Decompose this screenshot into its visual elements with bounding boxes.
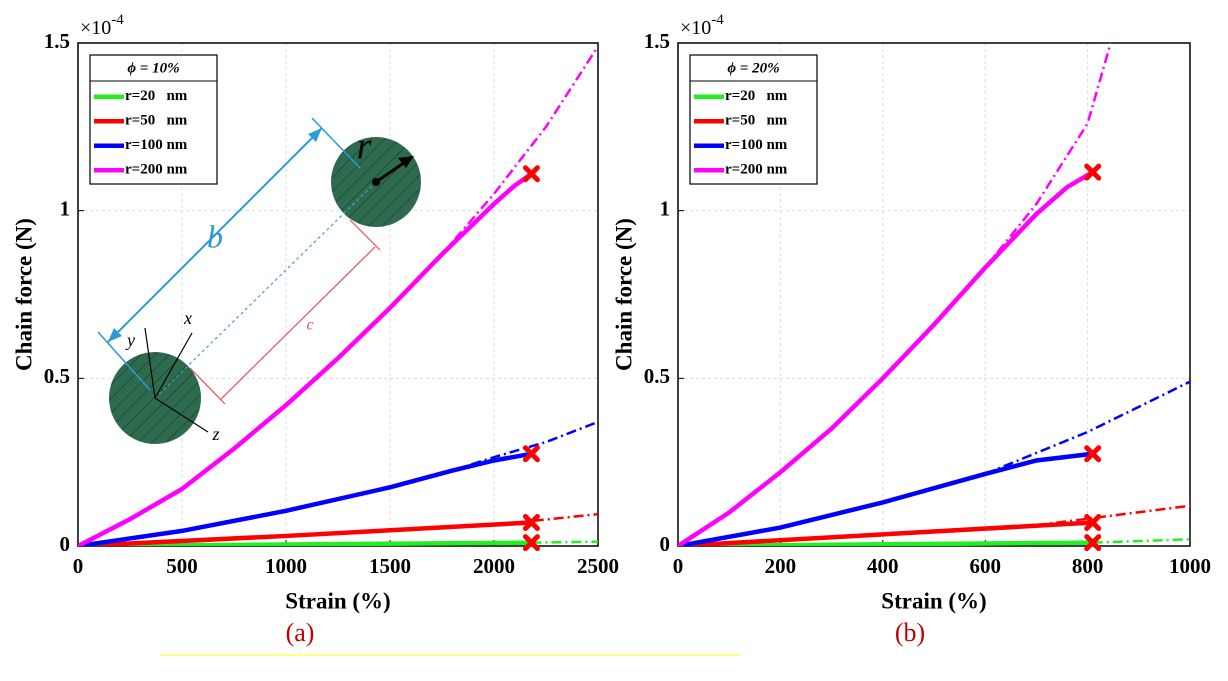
x-tick-label: 500 xyxy=(166,554,198,578)
series-extension xyxy=(493,512,598,527)
y-scale-exponent: -4 xyxy=(711,12,724,28)
series-line xyxy=(78,540,532,546)
caption: (b) xyxy=(895,618,925,647)
y-scale-base: ×10 xyxy=(680,17,711,39)
failure-marker xyxy=(1084,445,1102,463)
y-tick-label: 1.5 xyxy=(644,29,670,53)
series-line xyxy=(78,451,532,546)
failure-marker xyxy=(1084,163,1102,181)
series-extension xyxy=(1036,504,1190,527)
series-extension xyxy=(1092,538,1190,544)
x-tick-label: 2000 xyxy=(473,554,515,578)
axis-y xyxy=(144,327,156,399)
inset-label: x xyxy=(183,308,192,328)
arrow-head xyxy=(108,328,122,342)
series-line xyxy=(678,451,1093,546)
c-bracket xyxy=(189,367,226,405)
y-scale-base: ×10 xyxy=(80,17,111,39)
b-arrow xyxy=(107,127,323,343)
x-axis-title: Strain (%) xyxy=(285,588,390,613)
legend-label: r=20 nm xyxy=(725,88,788,104)
x-axis-title: Strain (%) xyxy=(881,588,986,613)
legend-box xyxy=(689,54,818,185)
series-line xyxy=(78,171,533,546)
center-dot xyxy=(372,178,380,186)
series-line xyxy=(678,520,1093,546)
b-tick xyxy=(97,331,151,391)
x-tick-label: 800 xyxy=(1072,554,1104,578)
series-extension xyxy=(441,45,598,256)
y-axis-title: Chain force (N) xyxy=(611,218,636,371)
x-tick-label: 200 xyxy=(765,554,797,578)
x-tick-label: 1000 xyxy=(1169,554,1211,578)
failure-marker xyxy=(1084,534,1102,552)
axis-x xyxy=(154,332,193,399)
y-tick-label: 1 xyxy=(60,196,71,220)
x-tick-label: 0 xyxy=(73,554,84,578)
inset-diagram: b c r x y z xyxy=(97,117,421,444)
y-tick-label: 0.5 xyxy=(644,364,670,388)
c-bracket xyxy=(349,219,381,251)
y-scale-label: ×10-4 xyxy=(80,12,124,38)
y-tick-label: 0 xyxy=(660,532,671,556)
failure-marker xyxy=(522,445,540,463)
legend-label: r=100 nm xyxy=(725,137,788,153)
plot-area xyxy=(78,45,598,546)
panel: 0 500 1000 1500 2000 2500 0 0.5 1 1.5 Strain (%) Ch… xyxy=(11,12,619,613)
inset-label: r xyxy=(357,126,372,168)
y-axis-title: Chain force (N) xyxy=(11,218,36,371)
inset-label: z xyxy=(211,424,219,444)
legend-label: r=200 nm xyxy=(725,162,788,178)
x-tick-label: 600 xyxy=(969,554,1001,578)
x-tick-label: 1000 xyxy=(265,554,307,578)
x-tick-label: 1500 xyxy=(369,554,411,578)
arrow-head xyxy=(308,128,322,142)
failure-marker xyxy=(522,165,540,183)
legend-label: r=20 nm xyxy=(125,88,188,104)
legend-label: r=50 nm xyxy=(725,113,788,129)
series-extension xyxy=(984,380,1190,476)
series-extension xyxy=(984,43,1112,269)
inset-label: y xyxy=(125,330,135,350)
y-tick-label: 1 xyxy=(660,196,671,220)
failure-marker xyxy=(522,534,540,552)
caption: (a) xyxy=(286,618,315,647)
y-tick-label: 1.5 xyxy=(44,29,70,53)
y-tick-label: 0 xyxy=(60,532,71,556)
b-tick xyxy=(311,117,361,169)
series-extension xyxy=(531,540,598,544)
plot-area xyxy=(678,43,1190,546)
inset-label: c xyxy=(306,317,313,334)
center-line xyxy=(154,181,377,399)
panel: 0 200 400 600 800 1000 0 0.5 1 1.5 Strain (%) Chain… xyxy=(611,12,1211,613)
series-line xyxy=(78,520,532,546)
legend-label: r=100 nm xyxy=(125,137,188,153)
x-tick-label: 0 xyxy=(673,554,684,578)
y-scale-label: ×10-4 xyxy=(680,12,724,38)
failure-marker xyxy=(1084,514,1102,532)
x-tick-label: 2500 xyxy=(577,554,619,578)
inset-label: b xyxy=(207,218,223,254)
legend-label: r=200 nm xyxy=(125,162,188,178)
legend-title: ϕ = 20% xyxy=(727,60,779,76)
arrow-head xyxy=(398,156,414,168)
failure-marker xyxy=(522,514,540,532)
y-tick-label: 0.5 xyxy=(44,364,70,388)
series-line xyxy=(678,170,1094,546)
legend-label: r=50 nm xyxy=(125,113,188,129)
series-line xyxy=(678,540,1093,546)
axis-z xyxy=(154,397,209,433)
c-bracket xyxy=(219,246,376,401)
x-tick-label: 400 xyxy=(867,554,899,578)
y-scale-exponent: -4 xyxy=(111,12,124,28)
legend-title: ϕ = 10% xyxy=(127,60,179,76)
